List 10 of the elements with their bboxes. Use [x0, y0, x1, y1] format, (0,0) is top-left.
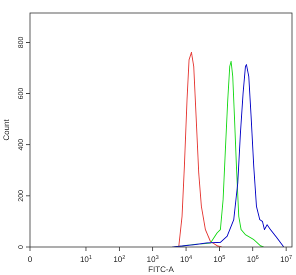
x-tick-label: 10$^{3}$ [146, 255, 159, 264]
y-axis-title: Count [2, 118, 11, 141]
x-tick-label: 10$^{1}$ [80, 255, 92, 264]
x-tick-label: 10$^{7}$ [280, 255, 292, 264]
x-tick-label: 10$^{2}$ [113, 255, 126, 264]
x-axis-title: FITC-A [148, 265, 175, 274]
x-tick-label: 10$^{5}$ [213, 255, 226, 264]
x-tick-label: 10$^{6}$ [246, 255, 259, 264]
x-tick-label: 10$^{4}$ [180, 255, 192, 264]
x-tick-label: 0 [28, 255, 33, 264]
